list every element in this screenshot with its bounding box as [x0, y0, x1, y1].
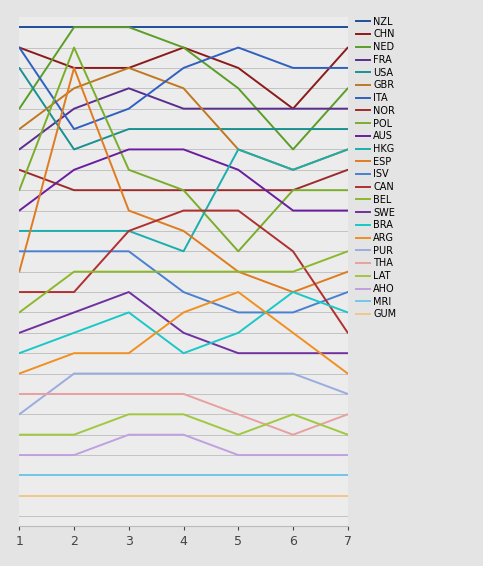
- Legend: NZL, CHN, NED, FRA, USA, GBR, ITA, NOR, POL, AUS, HKG, ESP, ISV, CAN, BEL, SWE, : NZL, CHN, NED, FRA, USA, GBR, ITA, NOR, …: [356, 17, 397, 319]
